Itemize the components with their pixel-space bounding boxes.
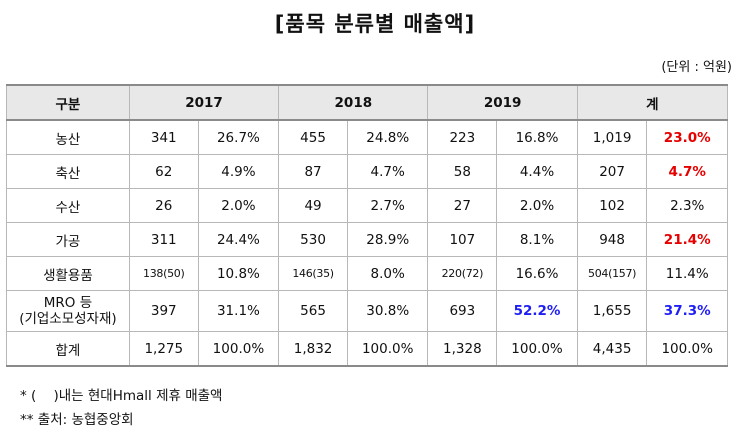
cell-2019-share: 16.6%	[496, 256, 578, 291]
cell-total-share: 2.3%	[646, 188, 728, 223]
cell-total-amount: 504(157)	[576, 256, 648, 291]
cell-total-amount: 948	[576, 222, 648, 257]
row-label-main: MRO 등	[43, 295, 93, 311]
cell-2017-amount: 138(50)	[128, 256, 199, 291]
footnotes: * ( )내는 현대Hmall 제휴 매출액 ** 출처: 농협중앙회	[20, 384, 222, 432]
cell-total-amount: 4,435	[576, 331, 648, 367]
row-label: 합계	[6, 331, 130, 367]
cell-2018-amount: 49	[278, 188, 348, 223]
cell-total-share: 4.7%	[646, 154, 728, 189]
cell-total-share: 23.0%	[646, 119, 728, 155]
cell-2018-amount: 146(35)	[278, 256, 348, 291]
cell-2018-amount: 565	[278, 290, 348, 332]
cell-total-amount: 1,655	[576, 290, 648, 332]
cell-2019-amount: 220(72)	[427, 256, 498, 291]
cell-2019-share: 52.2%	[496, 290, 578, 332]
table-row-household: 생활용품 138(50) 10.8% 146(35) 8.0% 220(72) …	[6, 256, 728, 291]
cell-2017-amount: 341	[128, 119, 199, 155]
cell-2019-amount: 58	[427, 154, 498, 189]
cell-2017-amount: 397	[128, 290, 199, 332]
page-title: [품목 분류별 매출액]	[274, 12, 476, 36]
footnote-source: ** 출처: 농협중앙회	[20, 412, 134, 428]
cell-2019-amount: 223	[427, 119, 498, 155]
table-row-mro: MRO 등 (기업소모성자재) 397 31.1% 565 30.8% 693 …	[6, 290, 728, 332]
table-row-sum: 합계 1,275 100.0% 1,832 100.0% 1,328 100.0…	[6, 331, 728, 367]
cell-2018-share: 30.8%	[346, 290, 429, 332]
row-label: 농산	[6, 119, 130, 155]
row-label: 수산	[6, 188, 130, 223]
cell-2017-share: 10.8%	[197, 256, 280, 291]
header-category: 구분	[6, 84, 130, 121]
cell-2017-amount: 311	[128, 222, 199, 257]
cell-2017-amount: 62	[128, 154, 199, 189]
cell-2018-amount: 530	[278, 222, 348, 257]
cell-total-share: 37.3%	[646, 290, 728, 332]
cell-2017-share: 24.4%	[197, 222, 280, 257]
cell-2017-share: 31.1%	[197, 290, 280, 332]
cell-2017-share: 2.0%	[197, 188, 280, 223]
table-row-chuksan: 축산 62 4.9% 87 4.7% 58 4.4% 207 4.7%	[6, 154, 728, 189]
table-row-nongsan: 농산 341 26.7% 455 24.8% 223 16.8% 1,019 2…	[6, 119, 728, 155]
cell-2017-share: 26.7%	[197, 119, 280, 155]
cell-2018-share: 8.0%	[346, 256, 429, 291]
cell-2018-amount: 455	[278, 119, 348, 155]
cell-2018-share: 24.8%	[346, 119, 429, 155]
row-label: 축산	[6, 154, 130, 189]
table-row-gagong: 가공 311 24.4% 530 28.9% 107 8.1% 948 21.4…	[6, 222, 728, 257]
cell-2019-amount: 1,328	[427, 331, 498, 367]
header-2018: 2018	[278, 84, 429, 121]
cell-2018-amount: 87	[278, 154, 348, 189]
table-header-row: 구분 2017 2018 2019 계	[6, 84, 729, 121]
cell-2019-share: 16.8%	[496, 119, 578, 155]
header-2017: 2017	[128, 84, 280, 121]
cell-2017-share: 100.0%	[197, 331, 280, 367]
cell-2019-share: 2.0%	[496, 188, 578, 223]
cell-2018-share: 4.7%	[346, 154, 429, 189]
footnote-hmall: * ( )내는 현대Hmall 제휴 매출액	[20, 388, 223, 404]
cell-2019-share: 100.0%	[496, 331, 578, 367]
cell-2018-amount: 1,832	[278, 331, 348, 367]
cell-2019-share: 8.1%	[496, 222, 578, 257]
row-label: 가공	[6, 222, 130, 257]
cell-2019-amount: 693	[427, 290, 498, 332]
cell-2019-amount: 107	[427, 222, 498, 257]
cell-2018-share: 28.9%	[346, 222, 429, 257]
cell-2017-amount: 1,275	[128, 331, 199, 367]
header-total: 계	[576, 84, 729, 121]
header-2019: 2019	[427, 84, 578, 121]
cell-2017-share: 4.9%	[197, 154, 280, 189]
cell-total-amount: 207	[576, 154, 648, 189]
cell-2018-share: 2.7%	[346, 188, 429, 223]
table-row-susan: 수산 26 2.0% 49 2.7% 27 2.0% 102 2.3%	[6, 188, 728, 223]
cell-total-share: 21.4%	[646, 222, 728, 257]
cell-2019-amount: 27	[427, 188, 498, 223]
unit-note: (단위 : 억원)	[661, 60, 732, 75]
row-label: MRO 등 (기업소모성자재)	[6, 290, 130, 332]
cell-2018-share: 100.0%	[346, 331, 429, 367]
cell-2019-share: 4.4%	[496, 154, 578, 189]
row-label-sub: (기업소모성자재)	[19, 311, 117, 327]
cell-2017-amount: 26	[128, 188, 199, 223]
cell-total-share: 100.0%	[646, 331, 728, 367]
cell-total-amount: 1,019	[576, 119, 648, 155]
row-label: 생활용품	[6, 256, 130, 291]
cell-total-share: 11.4%	[646, 256, 728, 291]
cell-total-amount: 102	[576, 188, 648, 223]
sales-table: 구분 2017 2018 2019 계 농산 341 26.7% 455 24.…	[6, 84, 729, 367]
